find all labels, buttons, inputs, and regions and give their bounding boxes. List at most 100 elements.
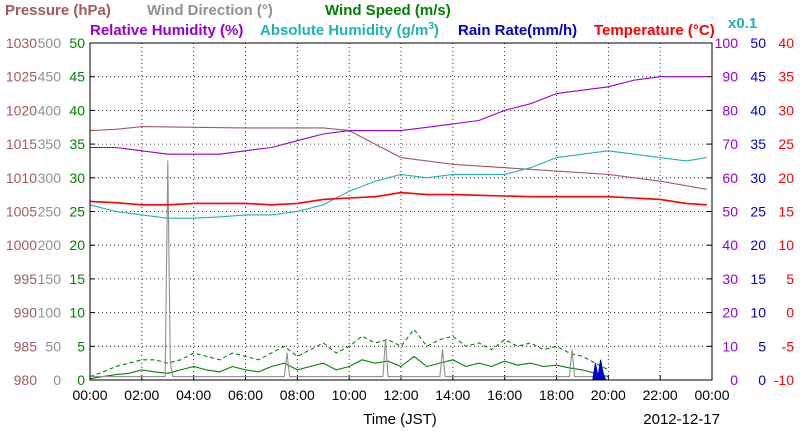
y-tick-label-rain-rate: 20 [750, 237, 766, 253]
y-tick-label-rain-rate: 5 [758, 338, 766, 354]
x-axis: 00:00 02:00 04:00 06:00 08:00 10:00 12:00 14:00… [72, 375, 730, 403]
y-tick-label-pressure: 1020 [6, 102, 37, 118]
x-tick-label: 00:00 [72, 387, 107, 403]
x-tick-label: 06:00 [228, 387, 263, 403]
legend: Pressure (hPa) Wind Direction (°) Wind S… [5, 2, 757, 39]
series-relative-humidity [90, 76, 707, 155]
x-tick-label: 16:00 [487, 387, 522, 403]
y-tick-label-wind-direction: 250 [38, 204, 62, 220]
y-tick-label-wind-direction: 0 [53, 372, 61, 388]
y-tick-label-temperature: -10 [774, 372, 794, 388]
y-tick-label-wind-speed: 40 [69, 102, 85, 118]
y-tick-label-wind-speed: 5 [77, 338, 85, 354]
y-tick-label-wind-direction: 500 [38, 35, 62, 51]
series-absolute-humidity-g-m3 [89, 150, 707, 219]
y-tick-label-wind-direction: 300 [38, 170, 62, 186]
y-tick-label-pressure: 1010 [6, 170, 37, 186]
legend-wind-speed: Wind Speed (m/s) [325, 2, 451, 19]
y-tick-label-temperature: 15 [778, 204, 794, 220]
grid [90, 43, 712, 380]
legend-rain-rate: Rain Rate(mm/h) [458, 22, 577, 39]
series-rain-rate-mm-h [592, 359, 607, 381]
y-tick-label-relative-humidity: 90 [722, 69, 738, 85]
plot-frame [89, 42, 713, 381]
y-tick-label-relative-humidity: 70 [722, 136, 738, 152]
x-tick-label: 12:00 [383, 387, 418, 403]
series-temperature-c [89, 191, 707, 206]
y-tick-label-rain-rate: 0 [758, 372, 766, 388]
y-tick-label-pressure: 1015 [6, 136, 37, 152]
x-tick-label: 22:00 [643, 387, 678, 403]
y-tick-label-wind-speed: 10 [69, 305, 85, 321]
y-tick-label-wind-speed: 45 [69, 69, 85, 85]
y-tick-label-temperature: 5 [786, 271, 794, 287]
legend-temperature: Temperature (°C) [594, 22, 715, 39]
y-tick-label-wind-direction: 400 [38, 102, 62, 118]
legend-relative-humidity: Relative Humidity (%) [90, 22, 243, 39]
y-tick-label-wind-direction: 450 [38, 69, 62, 85]
x-tick-label: 20:00 [591, 387, 626, 403]
y-tick-label-rain-rate: 10 [750, 305, 766, 321]
y-tick-label-wind-speed: 30 [69, 170, 85, 186]
y-tick-label-wind-speed: 15 [69, 271, 85, 287]
y-tick-label-wind-direction: 350 [38, 136, 62, 152]
chart-date: 2012-12-17 [643, 411, 720, 428]
y-tick-label-temperature: 30 [778, 102, 794, 118]
y-tick-label-temperature: 0 [786, 305, 794, 321]
y-tick-label-temperature: -5 [782, 338, 795, 354]
y-tick-label-pressure: 1000 [6, 237, 37, 253]
y-tick-label-pressure: 985 [14, 338, 38, 354]
y-tick-label-wind-direction: 100 [38, 305, 62, 321]
y-tick-label-relative-humidity: 0 [730, 372, 738, 388]
y-tick-label-pressure: 980 [14, 372, 38, 388]
y-tick-label-relative-humidity: 100 [715, 35, 739, 51]
series-wind-speed-m-s-solid [89, 355, 609, 380]
y-tick-label-wind-speed: 0 [77, 372, 85, 388]
y-tick-label-wind-speed: 35 [69, 136, 85, 152]
y-tick-label-relative-humidity: 80 [722, 102, 738, 118]
y-tick-label-wind-direction: 150 [38, 271, 62, 287]
y-tick-label-pressure: 1005 [6, 204, 37, 220]
y-tick-label-rain-rate: 50 [750, 35, 766, 51]
x-tick-label: 00:00 [694, 387, 729, 403]
y-tick-label-temperature: 35 [778, 69, 794, 85]
x-axis-label: Time (JST) [363, 411, 437, 428]
y-tick-label-pressure: 995 [14, 271, 38, 287]
y-tick-label-rain-rate: 15 [750, 271, 766, 287]
y-tick-label-relative-humidity: 10 [722, 338, 738, 354]
y-tick-label-rain-rate: 25 [750, 204, 766, 220]
y-tick-label-rain-rate: 30 [750, 170, 766, 186]
y-tick-label-wind-speed: 25 [69, 204, 85, 220]
y-tick-label-temperature: 10 [778, 237, 794, 253]
legend-pressure: Pressure (hPa) [5, 2, 111, 19]
y-tick-label-rain-rate: 35 [750, 136, 766, 152]
series-wind-direction [90, 160, 596, 378]
y-tick-label-temperature: 20 [778, 170, 794, 186]
x-tick-label: 14:00 [435, 387, 470, 403]
plot-area [89, 76, 707, 381]
x-tick-label: 04:00 [176, 387, 211, 403]
y-tick-label-relative-humidity: 30 [722, 271, 738, 287]
y-tick-label-wind-speed: 50 [69, 35, 85, 51]
y-tick-label-pressure: 1025 [6, 69, 37, 85]
x-tick-label: 02:00 [124, 387, 159, 403]
y-axes: 1030102510201015101010051000995990985980… [6, 35, 794, 388]
y-tick-label-pressure: 1030 [6, 35, 37, 51]
x-tick-label: 18:00 [539, 387, 574, 403]
y-tick-label-relative-humidity: 50 [722, 204, 738, 220]
series-wind-speed-m-s-dashed [89, 328, 609, 378]
y-tick-label-relative-humidity: 60 [722, 170, 738, 186]
y-tick-label-relative-humidity: 20 [722, 305, 738, 321]
legend-rain-scale: x0.1 [728, 15, 757, 32]
x-tick-label: 10:00 [332, 387, 367, 403]
y-tick-label-temperature: 40 [778, 35, 794, 51]
legend-wind-direction: Wind Direction (°) [147, 2, 273, 19]
y-tick-label-wind-speed: 20 [69, 237, 85, 253]
y-tick-label-wind-direction: 200 [38, 237, 62, 253]
x-tick-label: 08:00 [280, 387, 315, 403]
y-tick-label-wind-direction: 50 [45, 338, 61, 354]
y-tick-label-rain-rate: 40 [750, 102, 766, 118]
y-tick-label-temperature: 25 [778, 136, 794, 152]
y-tick-label-pressure: 990 [14, 305, 38, 321]
